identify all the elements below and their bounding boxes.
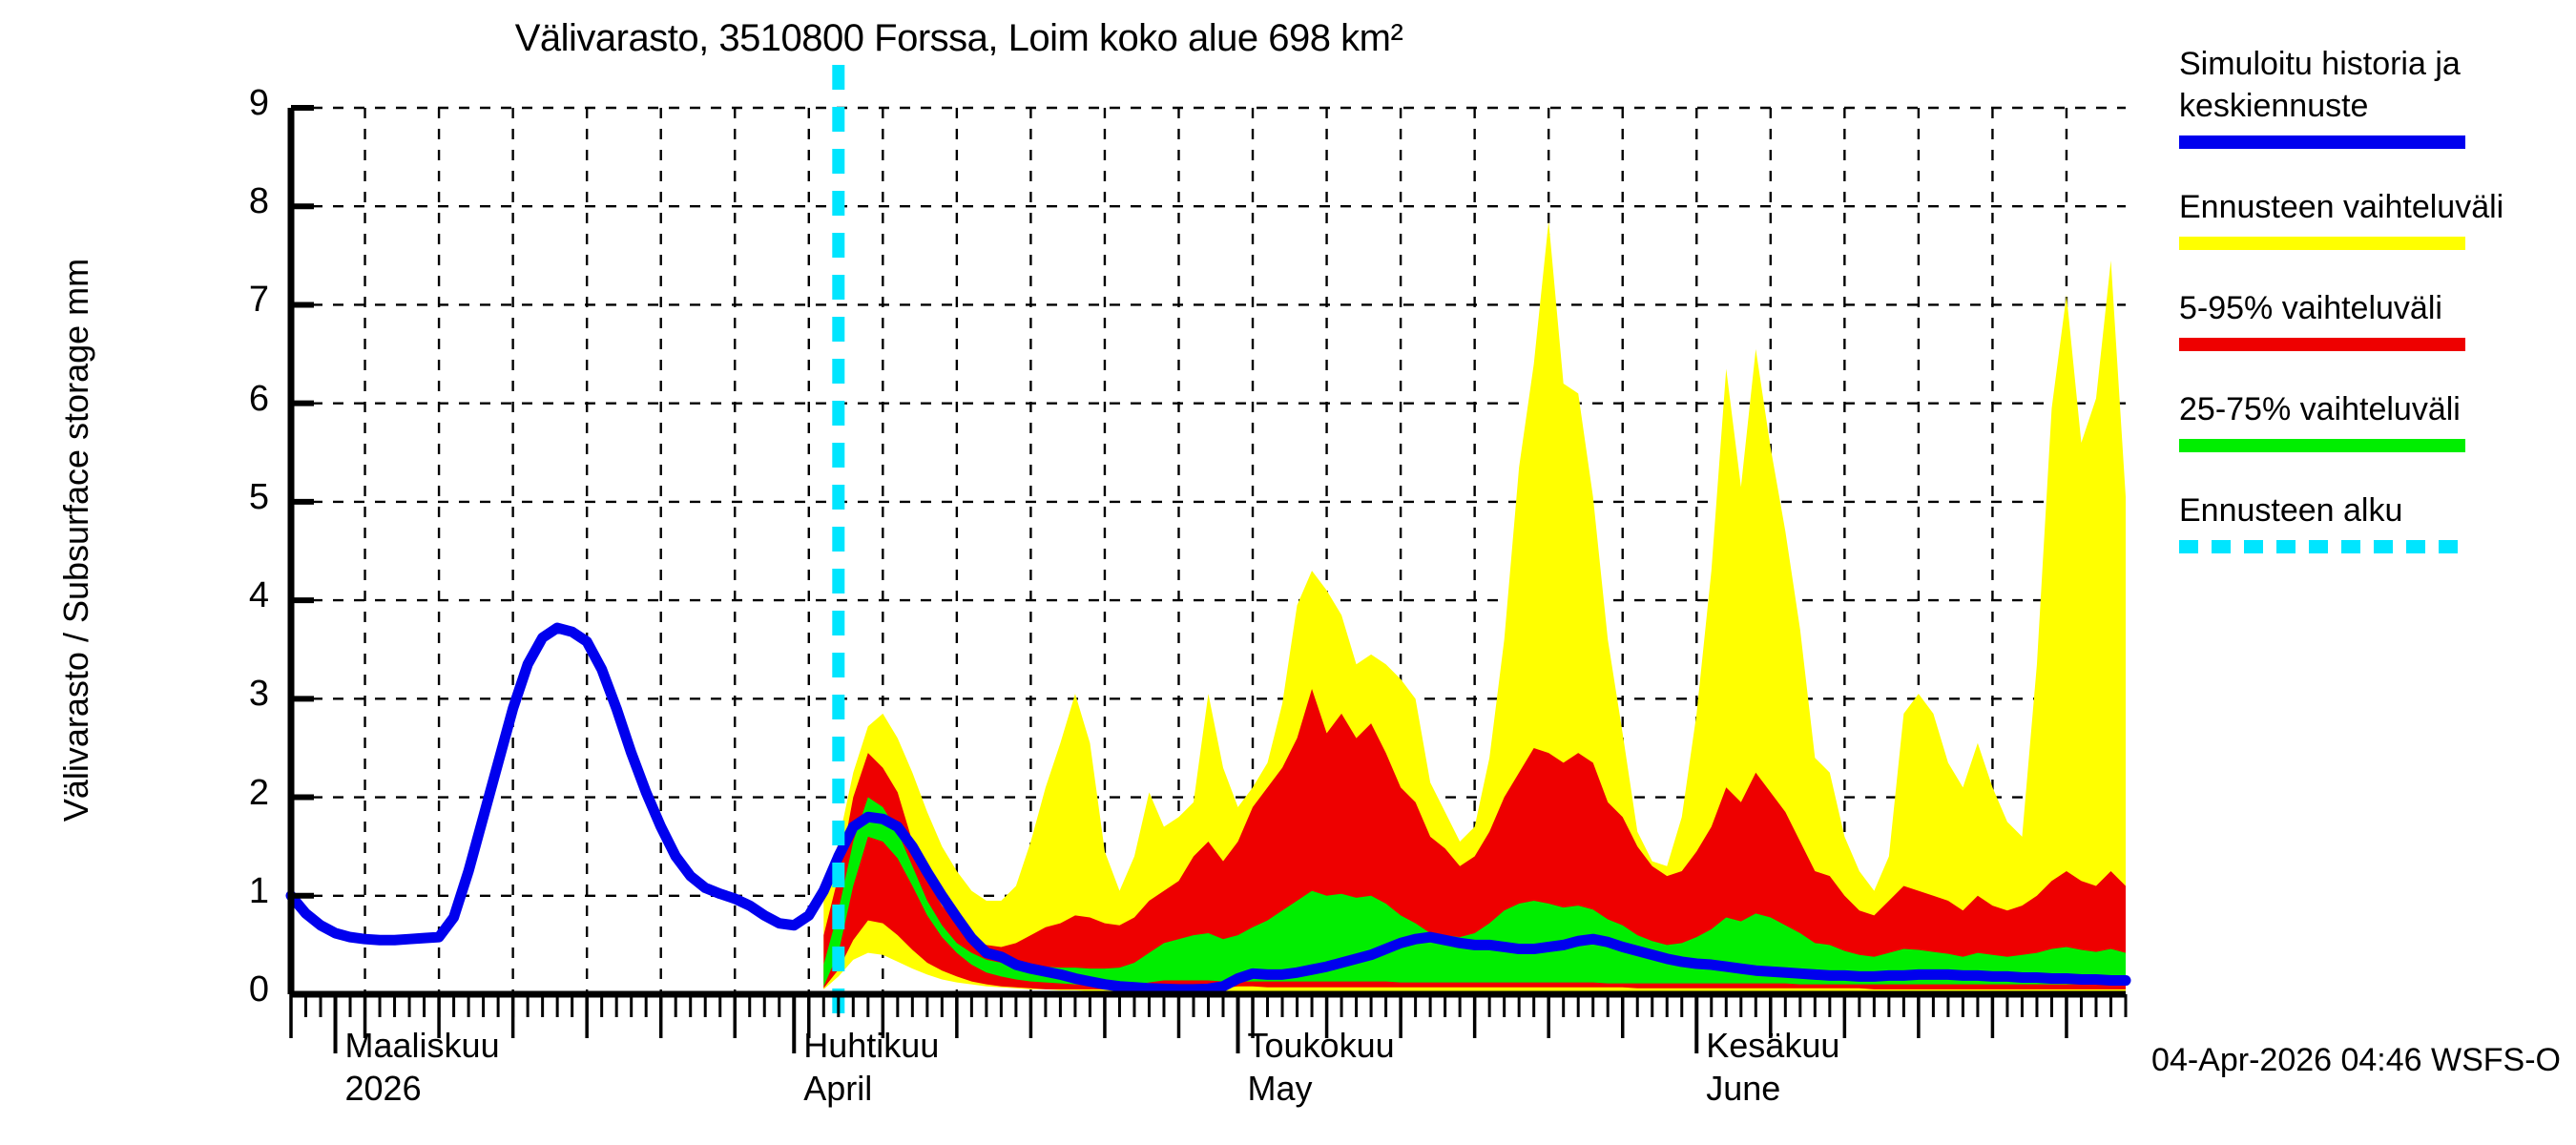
legend-item-label: 5-95% vaihteluväli xyxy=(2179,290,2442,326)
x-tick-marks xyxy=(289,994,2128,1053)
y-tick-label: 6 xyxy=(248,378,269,419)
x-axis-month-label-secondary: June xyxy=(1706,1069,1781,1108)
legend-item-label: keskiennuste xyxy=(2179,88,2369,124)
y-tick-label: 4 xyxy=(248,575,269,616)
y-tick-label: 3 xyxy=(248,674,269,715)
legend-swatch xyxy=(2179,338,2465,351)
mean-forecast-line xyxy=(285,622,2131,995)
band-forecast-range xyxy=(823,220,2127,992)
legend-item-label: Ennusteen alku xyxy=(2179,492,2403,529)
y-tick-marks xyxy=(291,105,314,997)
y-tick-label: 0 xyxy=(248,969,269,1010)
y-tick-label: 2 xyxy=(248,772,269,813)
band-25-75-percentile xyxy=(823,797,2127,987)
legend-swatch-dashed xyxy=(2179,540,2465,553)
x-axis-month-label-secondary: May xyxy=(1247,1069,1313,1108)
legend-swatch xyxy=(2179,237,2465,250)
legend-item-label: Simuloitu historia ja xyxy=(2179,46,2461,82)
y-axis-label: Välivarasto / Subsurface storage mm xyxy=(56,258,95,822)
y-tick-label: 9 xyxy=(248,83,269,123)
y-tick-label: 5 xyxy=(248,476,269,517)
x-axis-month-label: Huhtikuu xyxy=(803,1026,940,1065)
x-axis-month-label: Toukokuu xyxy=(1247,1026,1395,1065)
x-axis-month-label-secondary: 2026 xyxy=(344,1069,422,1108)
band-5-95-percentile xyxy=(823,689,2127,989)
footer-timestamp: 04-Apr-2026 04:46 WSFS-O xyxy=(2151,1042,2561,1078)
y-tick-label: 1 xyxy=(248,870,269,911)
x-axis-month-label-secondary: April xyxy=(803,1069,873,1108)
y-tick-label: 7 xyxy=(248,280,269,321)
legend-swatch xyxy=(2179,439,2465,452)
y-tick-label: 8 xyxy=(248,181,269,222)
legend-item-label: Ennusteen vaihteluväli xyxy=(2179,189,2504,225)
chart-title: Välivarasto, 3510800 Forssa, Loim koko a… xyxy=(514,17,1403,59)
legend-item-label: 25-75% vaihteluväli xyxy=(2179,391,2461,427)
x-axis-month-label: Kesäkuu xyxy=(1706,1026,1840,1065)
x-axis-month-label: Maaliskuu xyxy=(344,1026,500,1065)
legend-swatch xyxy=(2179,135,2465,149)
